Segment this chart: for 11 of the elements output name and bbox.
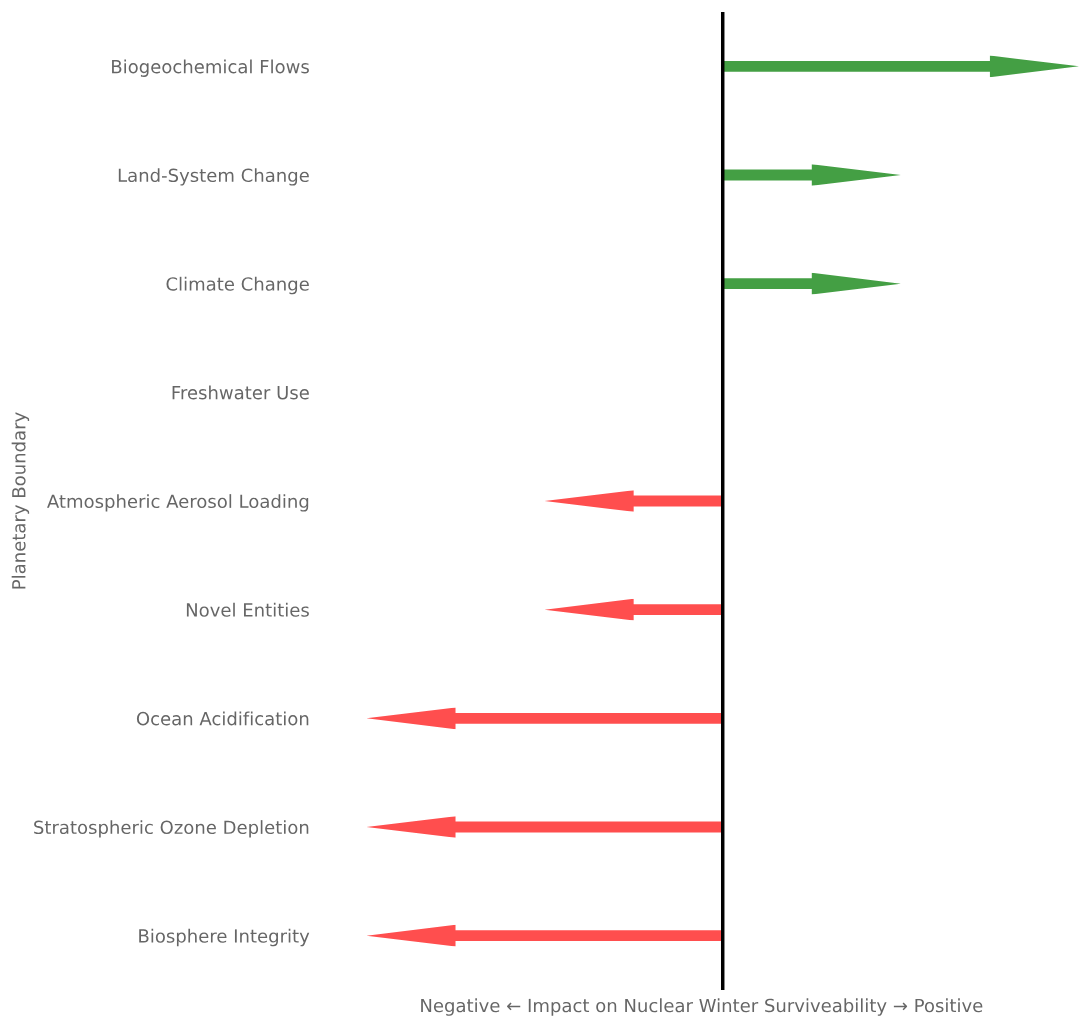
y-tick-label: Novel Entities <box>186 602 309 617</box>
y-tick-label: Atmospheric Aerosol Loading <box>47 494 309 512</box>
y-tick-label: Biosphere Integrity <box>139 928 310 947</box>
y-tick-label: Land-System Change <box>118 168 309 186</box>
y-tick-label: Freshwater Use <box>172 385 309 400</box>
y-tick-label: Ocean Acidification <box>136 711 309 726</box>
y-axis-title: Planetary Boundary <box>11 412 30 589</box>
y-tick-label: Stratospheric Ozone Depletion <box>34 820 309 838</box>
x-axis-title: Negative ← Impact on Nuclear Winter Surviveability → Positive <box>421 998 983 1016</box>
y-tick-label: Biogeochemical Flows <box>112 59 309 77</box>
y-tick-label: Climate Change <box>166 276 309 295</box>
